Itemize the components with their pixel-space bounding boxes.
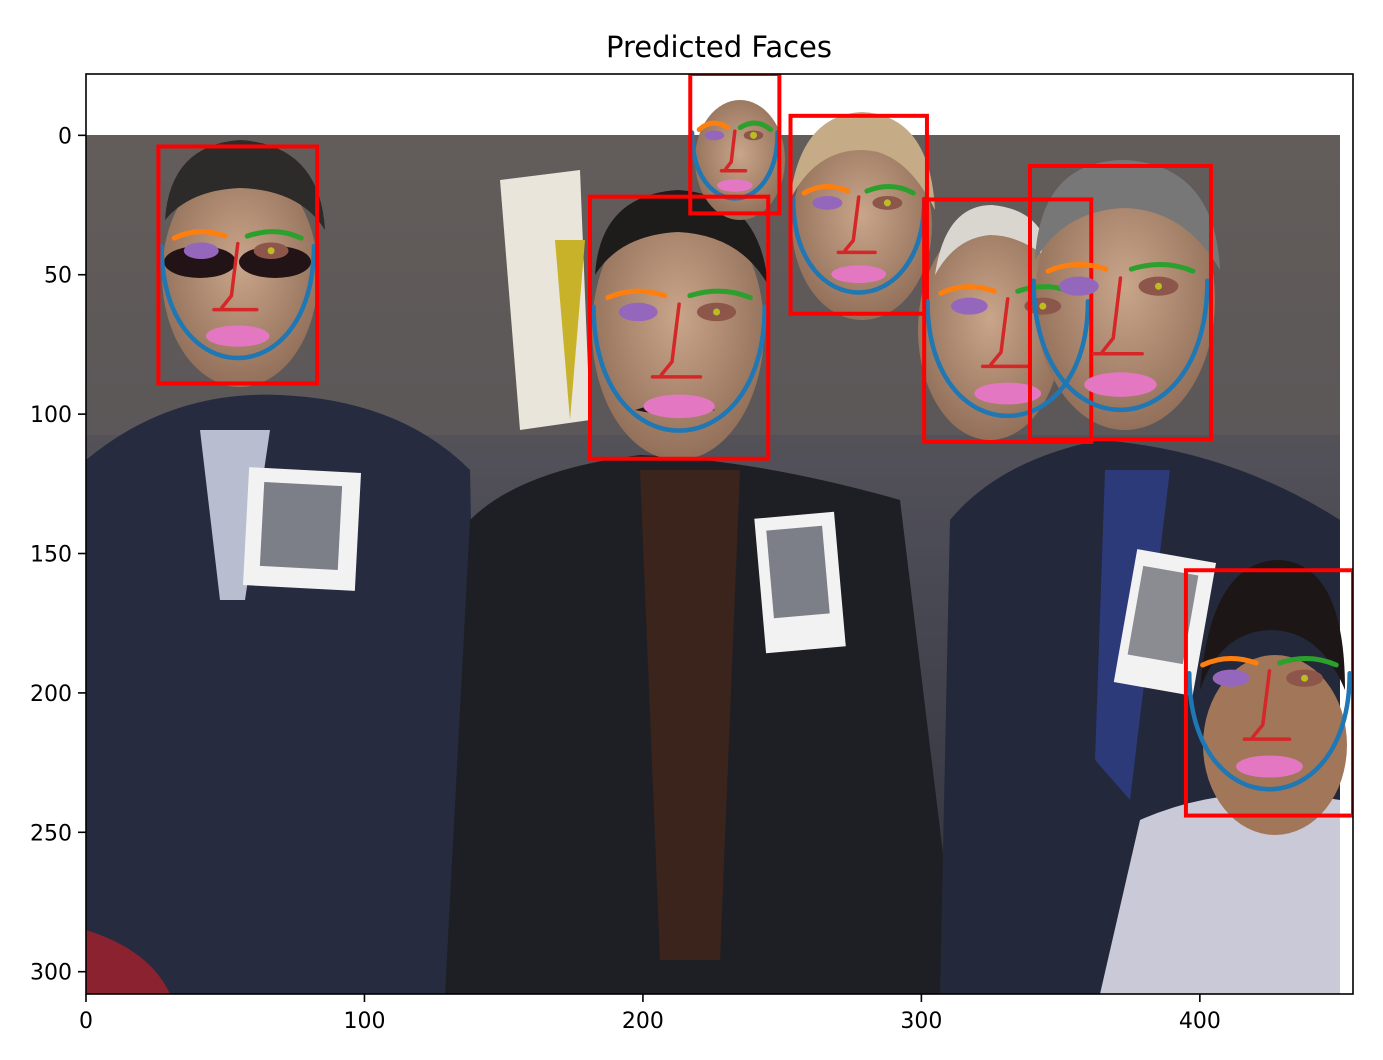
face-7: [1183, 568, 1353, 818]
left-eyebrow-landmarks: [605, 288, 668, 301]
jaw-landmarks: [790, 196, 927, 295]
face-5: [922, 197, 1094, 444]
y-tick-label: 300: [30, 961, 72, 986]
nose-landmarks: [212, 241, 259, 312]
x-tick-label: 300: [900, 1009, 942, 1034]
jaw-landmarks: [591, 304, 767, 433]
x-tick-label: 0: [79, 1009, 93, 1034]
mouth-landmarks: [643, 394, 715, 419]
y-tick-label: 250: [30, 821, 72, 846]
face-2: [688, 74, 782, 216]
right-pupil-marker: [750, 131, 758, 139]
left-eye-landmarks: [704, 130, 725, 141]
left-eyebrow-landmarks: [696, 120, 731, 133]
left-eye-landmarks: [183, 242, 219, 260]
nose-landmarks: [1242, 669, 1292, 741]
y-axis: 0 50 100 150 200 250 300: [30, 124, 86, 986]
mouth-landmarks: [1236, 755, 1303, 778]
left-eyebrow-landmarks: [801, 184, 851, 196]
y-tick-label: 0: [58, 124, 72, 149]
jaw-landmarks: [925, 299, 1091, 419]
face-3: [788, 113, 929, 316]
face-bounding-box: [922, 197, 1094, 444]
face-bounding-box: [1183, 568, 1353, 818]
jaw-landmarks: [159, 243, 317, 361]
left-eye-landmarks: [618, 302, 658, 322]
jaw-landmarks: [1031, 278, 1210, 412]
face-6: [1027, 164, 1213, 442]
jaw-landmarks: [1187, 671, 1352, 792]
mouth-landmarks: [1084, 372, 1157, 397]
y-tick-label: 50: [44, 264, 72, 289]
nose-landmarks: [836, 195, 877, 255]
axes-frame: [85, 73, 1354, 995]
left-eye-landmarks: [1212, 669, 1250, 687]
face-bounding-box: [588, 194, 771, 461]
mouth-landmarks: [974, 382, 1042, 405]
right-pupil-marker: [1301, 674, 1309, 682]
right-pupil-marker: [267, 247, 275, 255]
left-eye-landmarks: [950, 297, 988, 315]
right-pupil-marker: [1039, 302, 1047, 310]
face-4: [588, 194, 771, 461]
right-pupil-marker: [883, 199, 891, 207]
y-tick-label: 200: [30, 682, 72, 707]
x-tick-label: 200: [622, 1009, 664, 1034]
left-eyebrow-landmarks: [938, 284, 997, 296]
nose-landmarks: [1091, 276, 1144, 356]
right-eyebrow-landmarks: [737, 120, 773, 133]
chart-title: Predicted Faces: [606, 30, 832, 64]
face-bounding-box: [156, 144, 320, 386]
right-eyebrow-landmarks: [1276, 656, 1339, 668]
right-eyebrow-landmarks: [864, 184, 916, 196]
nose-landmarks: [719, 129, 748, 173]
mouth-landmarks: [831, 265, 887, 284]
y-tick-label: 150: [30, 543, 72, 568]
mouth-landmarks: [716, 179, 753, 192]
face-bounding-box: [688, 74, 782, 216]
left-eye-landmarks: [812, 195, 843, 210]
x-tick-label: 100: [343, 1009, 385, 1034]
left-eyebrow-landmarks: [1045, 262, 1109, 274]
right-eyebrow-landmarks: [687, 288, 753, 301]
face-1: [156, 144, 320, 386]
left-eyebrow-landmarks: [171, 229, 228, 241]
right-pupil-marker: [1154, 282, 1162, 290]
x-tick-label: 400: [1179, 1009, 1221, 1034]
nose-landmarks: [980, 297, 1030, 369]
nose-landmarks: [650, 302, 703, 379]
right-pupil-marker: [713, 308, 721, 316]
right-eyebrow-landmarks: [244, 229, 304, 241]
face-bounding-box: [1027, 164, 1213, 442]
face-bounding-box: [788, 113, 929, 316]
right-eyebrow-landmarks: [1128, 262, 1196, 274]
x-axis: 0 100 200 300 400: [79, 994, 1221, 1034]
y-tick-label: 100: [30, 403, 72, 428]
mouth-landmarks: [206, 325, 270, 347]
face-annotations: [156, 74, 1353, 818]
left-eye-landmarks: [1058, 276, 1099, 296]
photograph: [86, 100, 1347, 994]
left-eyebrow-landmarks: [1200, 656, 1259, 668]
